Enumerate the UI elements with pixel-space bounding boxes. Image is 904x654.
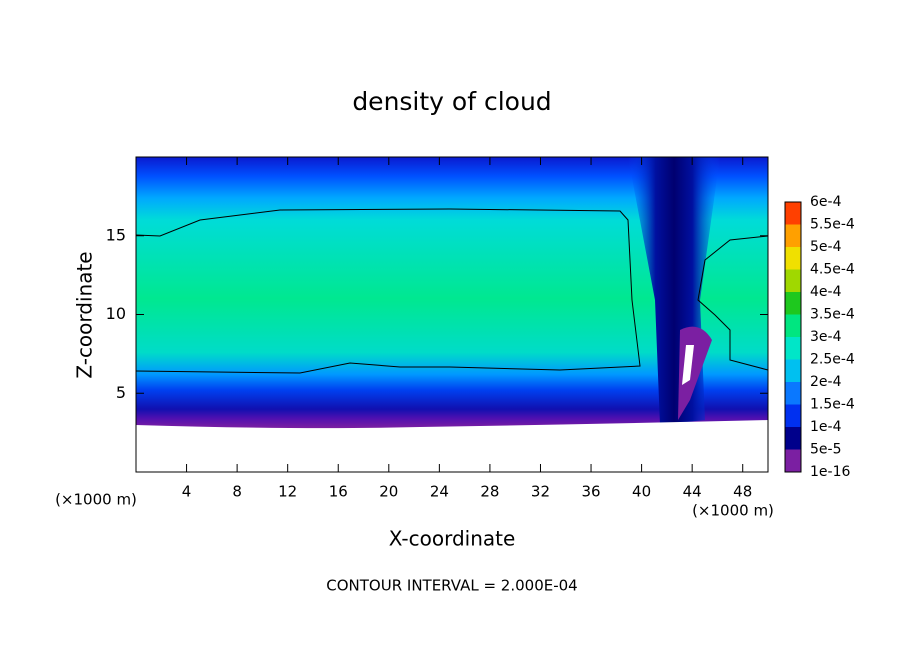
colorbar-label: 5e-5 bbox=[810, 442, 841, 458]
colorbar-label: 3e-4 bbox=[810, 329, 842, 345]
colorbar-swatch bbox=[785, 404, 801, 427]
x-tick-label: 48 bbox=[733, 483, 752, 501]
colorbar-label: 3.5e-4 bbox=[810, 307, 855, 323]
colorbar-label: 1e-4 bbox=[810, 419, 842, 435]
colorbar-swatch bbox=[785, 247, 801, 270]
colorbar-swatch bbox=[785, 427, 801, 450]
x-tick-label: 12 bbox=[278, 483, 297, 501]
colorbar-swatch bbox=[785, 314, 801, 337]
colorbar-label: 2.5e-4 bbox=[810, 352, 855, 368]
x-tick-label: 4 bbox=[182, 483, 192, 501]
colorbar-label: 6e-4 bbox=[810, 194, 842, 210]
x-tick-label: 20 bbox=[379, 483, 398, 501]
y-unit-label: (×1000 m) bbox=[55, 491, 137, 509]
colorbar-label: 2e-4 bbox=[810, 374, 842, 390]
y-tick-label: 5 bbox=[116, 383, 126, 402]
colorbar-label: 5e-4 bbox=[810, 239, 842, 255]
colorbar-swatch bbox=[785, 292, 801, 315]
x-tick-label: 16 bbox=[329, 483, 348, 501]
x-unit-label: (×1000 m) bbox=[692, 502, 774, 520]
x-tick-label: 24 bbox=[430, 483, 449, 501]
x-tick-label: 44 bbox=[683, 483, 702, 501]
colorbar-label: 5.5e-4 bbox=[810, 217, 855, 233]
y-tick-label: 10 bbox=[106, 304, 126, 323]
x-tick-label: 40 bbox=[632, 483, 651, 501]
colorbar-swatch bbox=[785, 224, 801, 247]
colorbar-swatch bbox=[785, 337, 801, 360]
colorbar-frame bbox=[784, 201, 802, 473]
x-axis-label: X-coordinate bbox=[389, 527, 516, 551]
x-tick-label: 32 bbox=[531, 483, 550, 501]
x-tick-label: 36 bbox=[581, 483, 600, 501]
chart-title: density of cloud bbox=[352, 87, 551, 116]
colorbar-swatch bbox=[785, 382, 801, 405]
y-axis-label: Z-coordinate bbox=[73, 251, 97, 378]
x-tick-label: 28 bbox=[480, 483, 499, 501]
y-tick-label: 15 bbox=[106, 225, 126, 244]
x-tick-label: 8 bbox=[232, 483, 242, 501]
colorbar-swatch bbox=[785, 359, 801, 382]
colorbar-label: 4e-4 bbox=[810, 284, 842, 300]
colorbar-swatch bbox=[785, 269, 801, 292]
colorbar-label: 4.5e-4 bbox=[810, 262, 855, 278]
colorbar-swatch bbox=[785, 449, 801, 472]
colorbar-label: 1e-16 bbox=[810, 464, 850, 480]
colorbar-label: 1.5e-4 bbox=[810, 397, 855, 413]
field bbox=[136, 157, 768, 472]
footer-note: CONTOUR INTERVAL = 2.000E-04 bbox=[326, 577, 577, 595]
colorbar-swatch bbox=[785, 202, 801, 225]
